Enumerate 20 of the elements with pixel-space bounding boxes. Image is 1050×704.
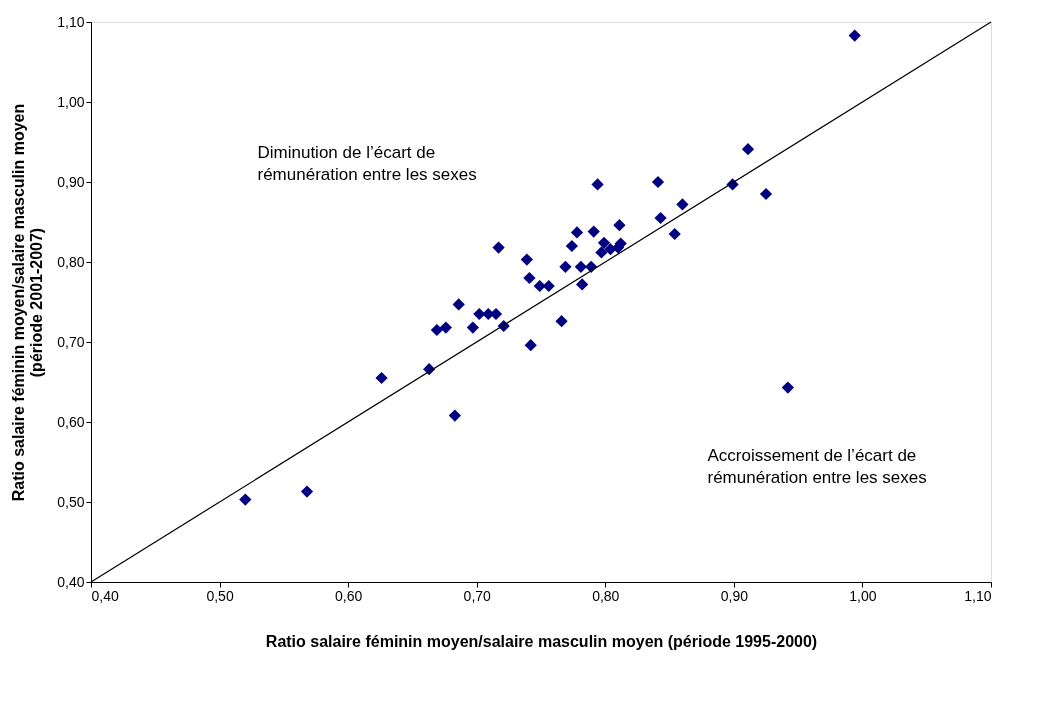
y-tick-label: 0,60	[57, 413, 85, 430]
y-tick-label: 0,50	[57, 493, 85, 510]
y-tick-label: 1,00	[57, 93, 85, 110]
y-tick-label: 0,80	[57, 253, 85, 270]
x-tick-label: 0,50	[206, 587, 234, 604]
x-tick-label: 0,90	[720, 587, 749, 604]
x-tick-label: 0,70	[463, 587, 492, 604]
y-tick-label: 1,10	[57, 13, 85, 30]
x-tick-label: 1,00	[849, 587, 877, 604]
y-axis-title: Ratio salaire féminin moyen/salaire masculin moyen (période 2001-2007)	[10, 103, 46, 502]
x-tick-label: 1,10	[964, 587, 992, 604]
annotation: Accroissement de l’écart de rémunération entre les sexes	[707, 445, 927, 487]
x-tick-label: 0,80	[592, 587, 620, 604]
y-tick-label: 0,70	[57, 333, 85, 350]
x-axis-title: Ratio salaire féminin moyen/salaire masculin moyen (période 1995-2000)	[265, 632, 818, 650]
x-tick-label: 0,40	[91, 587, 119, 604]
y-tick-label: 0,90	[57, 173, 85, 190]
x-tick-label: 0,60	[335, 587, 363, 604]
annotation: Diminution de l’écart de rémunération entre les sexes	[257, 143, 477, 185]
y-tick-label: 0,40	[57, 573, 85, 590]
